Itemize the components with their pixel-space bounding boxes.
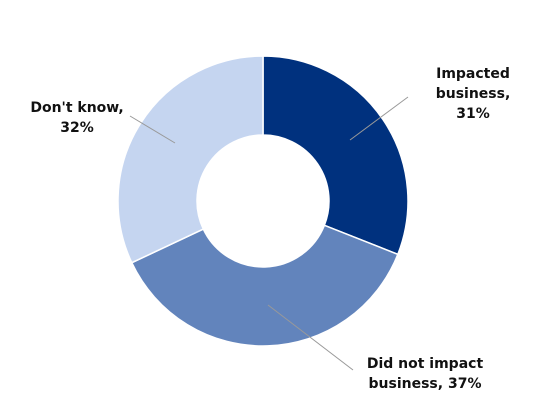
- donut-slice: [262, 55, 409, 256]
- data-label: Don't know, 32%: [30, 100, 123, 136]
- label-line: Did not impact: [367, 356, 484, 372]
- label-line: Don't know,: [30, 100, 123, 116]
- data-label: Impacted business, 31%: [436, 66, 511, 122]
- label-line: business,: [436, 86, 511, 102]
- leader-line: [267, 304, 354, 371]
- label-line: 31%: [456, 106, 490, 122]
- data-label: Did not impact business, 37%: [367, 356, 484, 392]
- donut-slice: [130, 224, 399, 347]
- leader-line: [129, 115, 176, 144]
- label-line: business, 37%: [369, 376, 482, 392]
- leader-line: [349, 96, 409, 141]
- label-line: Impacted: [436, 66, 510, 82]
- donut-slice: [117, 55, 264, 264]
- label-line: 32%: [60, 120, 94, 136]
